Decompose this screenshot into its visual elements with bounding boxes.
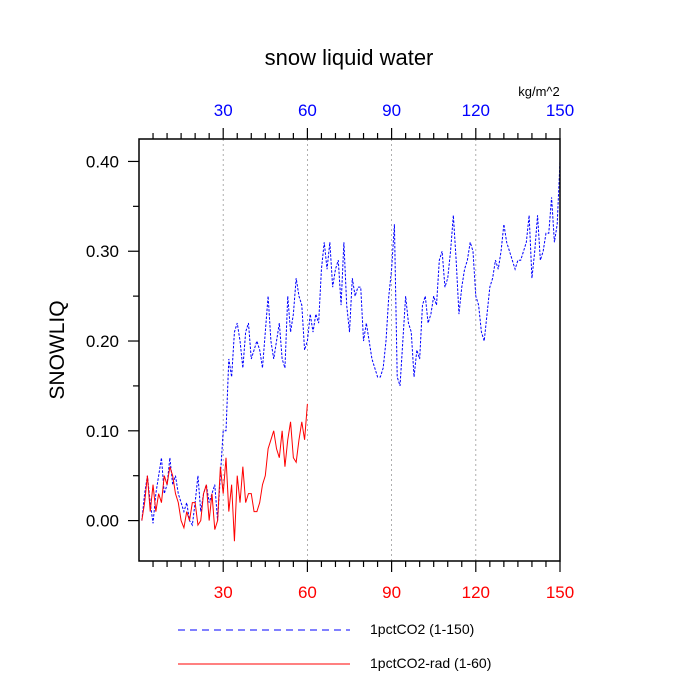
- series-line-1pctco2-rad: [141, 403, 308, 542]
- legend-label-1pctco2-rad: 1pctCO2-rad (1-60): [370, 655, 491, 671]
- y-tick-label: 0.10: [86, 422, 119, 441]
- x-tick-label-top: 90: [382, 101, 401, 120]
- x-tick-label-bottom: 30: [214, 583, 233, 602]
- x-tick-label-bottom: 120: [462, 583, 490, 602]
- y-tick-label: 0.20: [86, 332, 119, 351]
- chart-title: snow liquid water: [265, 45, 434, 70]
- x-tick-label-top: 120: [462, 101, 490, 120]
- axes: [128, 128, 561, 572]
- legend-label-1pctco2: 1pctCO2 (1-150): [370, 621, 474, 637]
- y-tick-label: 0.30: [86, 242, 119, 261]
- units-label: kg/m^2: [518, 84, 560, 99]
- y-tick-label: 0.40: [86, 152, 119, 171]
- series-layer: [141, 161, 561, 542]
- legend: 1pctCO2 (1-150) 1pctCO2-rad (1-60): [178, 621, 491, 671]
- tick-labels: 30 60 90 120 150 30 60 90 120 150 0.00 0.10 0.20 0.30…: [86, 101, 574, 602]
- x-tick-label-top: 150: [546, 101, 574, 120]
- x-tick-label-bottom: 150: [546, 583, 574, 602]
- y-axis-label: SNOWLIQ: [46, 300, 69, 399]
- y-tick-label: 0.00: [86, 512, 119, 531]
- plot-frame: [138, 138, 561, 562]
- x-tick-label-bottom: 60: [298, 583, 317, 602]
- x-tick-label-bottom: 90: [382, 583, 401, 602]
- x-tick-label-top: 30: [214, 101, 233, 120]
- x-tick-label-top: 60: [298, 101, 317, 120]
